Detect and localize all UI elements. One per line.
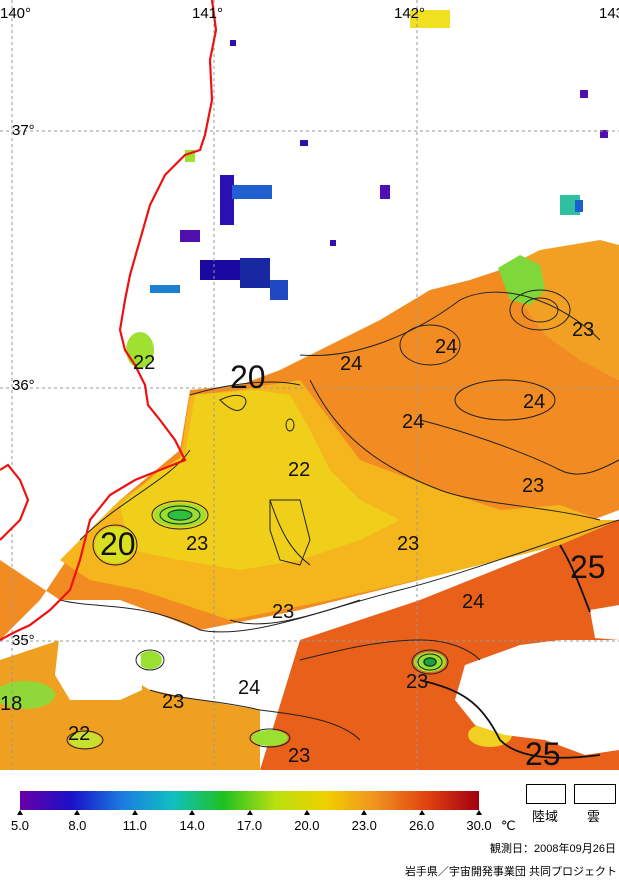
colorbar-gradient <box>20 791 479 810</box>
contour-label: 24 <box>238 677 260 699</box>
cloud-patch <box>455 640 619 755</box>
cool-eddy <box>0 681 55 709</box>
temperature-unit: ℃ <box>501 818 516 833</box>
colorbar-tick-mark <box>303 810 310 815</box>
colorbar-tick-label: 14.0 <box>179 818 205 833</box>
coastline <box>0 0 218 641</box>
colorbar-tick-mark <box>476 810 482 815</box>
lat-label: 37° <box>12 122 35 139</box>
contour-label: 23 <box>272 601 294 623</box>
lon-label: 141° <box>192 5 223 22</box>
colorbar-tick-label: 26.0 <box>408 818 435 833</box>
colorbar-tick-mark <box>361 810 368 815</box>
credit-line: 岩手県／宇宙開発事業団 共同プロジェクト <box>404 866 617 878</box>
lat-lon-grid <box>0 0 619 770</box>
colorbar-tick-mark <box>246 810 253 815</box>
contour-label: 23 <box>186 533 208 555</box>
contour-label: 22 <box>68 723 90 745</box>
lat-label: 35° <box>12 632 35 649</box>
temperature-colorbar <box>20 791 479 810</box>
colorbar-tick-label: 11.0 <box>122 818 147 833</box>
contour-label: 24 <box>402 411 424 433</box>
observation-date: 観測日：2008年09月26日 <box>490 843 616 855</box>
lon-label: 140° <box>0 5 31 22</box>
colorbar-tick-label: 8.0 <box>68 818 87 833</box>
contour-label: 25 <box>570 549 606 585</box>
cloud-patch <box>55 622 142 700</box>
cool-eddy <box>95 527 135 563</box>
isotherm-25 <box>559 544 591 613</box>
contour-label: 20 <box>100 526 136 562</box>
contour-label: 25 <box>525 736 561 770</box>
cloud-legend-label: 雲 <box>587 809 601 824</box>
cool-eddy <box>138 651 162 669</box>
lon-label: 143 <box>599 5 619 22</box>
cloud-patch <box>590 605 619 640</box>
contour-label: 24 <box>523 391 545 413</box>
contour-label: 22 <box>288 459 310 481</box>
contour-label: 24 <box>462 591 484 613</box>
contour-label: 18 <box>0 693 22 715</box>
contour-label: 22 <box>133 352 155 374</box>
isotherm-25 <box>419 679 601 759</box>
colorbar-tick-mark <box>189 810 196 815</box>
colorbar-tick-mark <box>74 810 81 815</box>
contour-label: 23 <box>288 745 310 767</box>
contour-label: 23 <box>572 319 594 341</box>
contour-label: 24 <box>340 353 362 375</box>
colorbar-tick-label: 23.0 <box>351 818 377 833</box>
contour-label: 24 <box>435 336 457 358</box>
colorbar-tick-label: 17.0 <box>236 818 263 833</box>
coastline <box>0 463 30 541</box>
cloud-legend-swatch <box>574 784 616 804</box>
cool-eddy <box>252 730 288 746</box>
contour-label: 23 <box>162 691 184 713</box>
cool-eddy <box>423 657 437 667</box>
contour-label: 20 <box>230 359 266 395</box>
contour-label: 23 <box>522 475 544 497</box>
contour-label: 23 <box>397 533 419 555</box>
contour-label: 23 <box>406 671 428 693</box>
cool-eddy <box>69 732 101 748</box>
cloud-gap-speckles <box>150 10 608 300</box>
lat-label: 36° <box>12 377 35 394</box>
colorbar-tick-label: 30.0 <box>466 818 492 833</box>
isotherm-contours <box>59 289 619 750</box>
land-legend-swatch <box>526 784 566 804</box>
cool-eddy <box>168 509 192 521</box>
lon-label: 142° <box>394 5 425 22</box>
cool-eddy <box>126 332 154 368</box>
colorbar-tick-label: 5.0 <box>10 818 30 833</box>
colorbar-tick-mark <box>17 810 23 815</box>
sea-surface-temperature-map: 140° 141° 142° 143 37° 36° 35° 22 20 24 … <box>0 0 619 770</box>
colorbar-tick-mark <box>131 810 138 815</box>
colorbar-tick-mark <box>418 810 425 815</box>
colorbar-tick-label: 20.0 <box>294 818 320 833</box>
land-legend-label: 陸域 <box>532 809 559 824</box>
